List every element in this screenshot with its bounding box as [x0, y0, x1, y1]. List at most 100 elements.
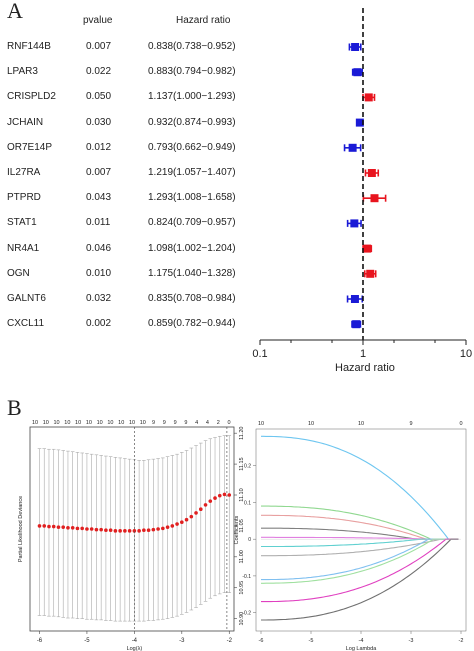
pvalue-value: 0.002 — [86, 318, 112, 330]
cv-point — [189, 514, 194, 519]
hazard-ratio-value: 0.824(0.709−0.957) — [148, 217, 236, 229]
coef-top-tick-label: 9 — [409, 421, 412, 427]
cv-y-tick-label: 11.00 — [239, 550, 245, 563]
pvalue-value: 0.010 — [86, 267, 112, 279]
hazard-ratio-value: 0.859(0.782−0.944) — [148, 318, 236, 330]
gene-label: STAT1 — [7, 217, 37, 229]
hazard-point — [350, 295, 359, 303]
hazard-ratio-value: 0.835(0.708−0.984) — [148, 293, 236, 304]
gene-label: LPAR3 — [7, 66, 38, 78]
cv-top-tick-label: 9 — [163, 420, 166, 426]
gene-label: PTPRD — [7, 192, 41, 204]
gene-label: RNF144B — [7, 41, 51, 52]
cv-top-tick-label: 10 — [64, 420, 70, 426]
coef-y-tick-label: -0.1 — [242, 574, 251, 580]
pvalue-value: 0.007 — [86, 167, 112, 178]
cv-x-tick-label: -5 — [84, 638, 90, 644]
cv-top-tick-label: 9 — [174, 420, 177, 426]
pvalue-value: 0.050 — [86, 91, 112, 103]
cv-point — [118, 529, 122, 533]
gene-label: OR7E14P — [7, 141, 53, 153]
pvalue-value: 0.011 — [86, 217, 111, 229]
cv-point — [66, 525, 70, 530]
cv-top-tick-label: 10 — [97, 420, 103, 426]
hazard-point — [355, 118, 364, 127]
cv-point — [203, 503, 208, 507]
x-tick-label: 10 — [460, 348, 472, 360]
cv-top-tick-label: 10 — [75, 420, 81, 426]
cv-y-tick-label: 11.10 — [239, 488, 245, 501]
coefficient-path — [261, 538, 459, 621]
pvalue-value: 0.007 — [86, 41, 112, 52]
coef-top-tick-label: 10 — [358, 421, 364, 427]
cv-top-tick-label: 10 — [43, 420, 49, 426]
cv-point — [85, 527, 89, 531]
hazard-point — [353, 68, 362, 77]
cv-point — [132, 529, 137, 533]
coefficient-path — [261, 514, 459, 540]
hazard-ratio-value: 1.137(1.000−1.293) — [148, 91, 236, 103]
cv-point — [165, 525, 170, 529]
forest-x-axis-label: Hazard ratio — [335, 362, 395, 374]
cv-point — [175, 522, 179, 526]
hazard-ratio-value: 0.793(0.662−0.949) — [148, 141, 236, 153]
cv-point — [217, 493, 222, 498]
cv-point — [184, 517, 189, 522]
cv-point — [222, 492, 227, 497]
gene-label: IL27RA — [7, 167, 41, 178]
coef-x-tick-label: -3 — [409, 638, 414, 644]
coefficient-path — [261, 435, 459, 540]
cv-point — [104, 528, 108, 533]
pvalue-header: pvalue — [83, 15, 113, 26]
hazard-point — [363, 244, 372, 253]
gene-label: OGN — [7, 267, 30, 279]
cv-point — [61, 525, 66, 529]
cv-top-tick-label: 10 — [107, 420, 113, 426]
cv-point — [47, 524, 51, 529]
cv-top-tick-label: 4 — [206, 420, 209, 426]
hazard-ratio-value: 0.883(0.794−0.982) — [148, 66, 236, 78]
pvalue-value: 0.043 — [86, 192, 112, 204]
hazard-point — [352, 320, 361, 329]
cv-point — [146, 528, 151, 533]
coef-x-tick-label: -5 — [309, 638, 314, 644]
coefficient-path — [261, 505, 459, 540]
hazard-point — [370, 194, 379, 203]
cv-point — [170, 524, 175, 528]
cv-y-tick-label: 10.95 — [239, 581, 245, 595]
coefficient-path — [261, 538, 459, 548]
gene-label: GALNT6 — [7, 293, 46, 304]
coef-top-tick-label: 10 — [258, 421, 264, 427]
cv-point — [208, 499, 213, 503]
cv-point — [127, 529, 132, 533]
cv-x-tick-label: -3 — [179, 638, 185, 644]
cv-top-tick-label: 9 — [152, 420, 155, 426]
coef-x-tick-label: -4 — [359, 638, 364, 644]
hazard-ratio-value: 0.838(0.738−0.952) — [148, 41, 236, 52]
coefficient-path — [261, 538, 459, 581]
cv-point — [194, 511, 198, 515]
coef-top-tick-label: 0 — [459, 421, 462, 427]
cv-point — [151, 527, 156, 532]
cv-x-tick-label: -6 — [37, 638, 43, 644]
coefficient-path — [261, 538, 459, 557]
cv-point — [198, 507, 203, 512]
hazard-ratio-value: 1.293(1.008−1.658) — [148, 192, 236, 204]
forest-plot: 0.1 1 10 — [252, 8, 472, 360]
cv-top-tick-label: 0 — [227, 420, 230, 426]
cv-x-tick-label: -2 — [227, 638, 233, 644]
cv-point — [227, 493, 232, 497]
cv-y-tick-label: 11.20 — [239, 427, 245, 440]
hazard-ratio-header: Hazard ratio — [176, 15, 231, 26]
panel-b-label: B — [7, 395, 22, 420]
cv-point — [108, 528, 113, 533]
cv-point — [161, 526, 165, 531]
gene-label: NR4A1 — [7, 242, 40, 254]
cv-y-tick-label: 11.15 — [239, 457, 245, 470]
coef-y-tick-label: 0 — [248, 537, 251, 543]
cv-top-tick-label: 2 — [217, 420, 220, 426]
coef-y-axis-label: Coefficients — [234, 515, 240, 544]
hazard-point — [366, 269, 375, 278]
cv-top-tick-label: 9 — [184, 420, 187, 426]
cv-point — [99, 527, 103, 532]
